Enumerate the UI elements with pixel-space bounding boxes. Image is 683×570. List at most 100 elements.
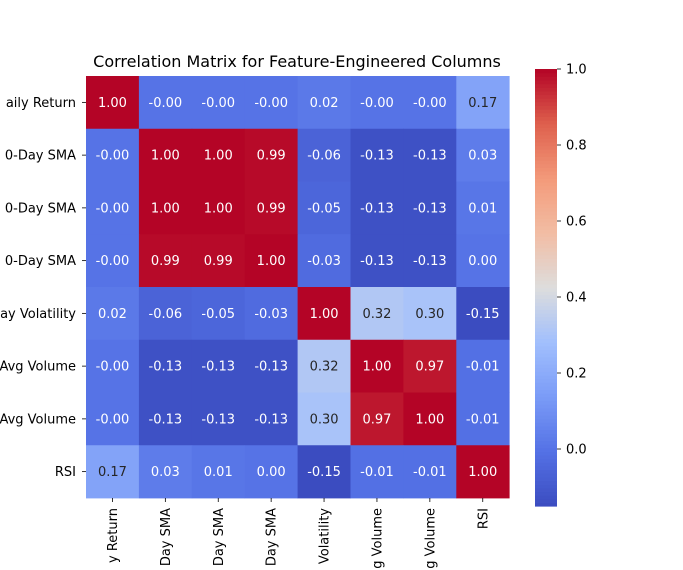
cell-annotation: -0.01 (360, 465, 394, 480)
cell-annotation: -0.00 (413, 96, 447, 111)
colorbar-segment (535, 196, 557, 201)
colorbar-segment (535, 236, 557, 241)
cell-annotation: -0.00 (96, 412, 130, 427)
heatmap-cell (456, 445, 510, 499)
colorbar-segment (535, 331, 557, 336)
colorbar-segment (535, 240, 557, 245)
colorbar-segment (535, 385, 557, 391)
cell-annotation: -0.01 (466, 412, 500, 427)
colorbar-segment (535, 462, 557, 467)
colorbar-segment (535, 429, 557, 434)
colorbar-segment (535, 440, 557, 445)
cell-annotation: 0.17 (468, 96, 497, 111)
heatmap-cell (350, 445, 404, 499)
cell-annotation: 1.00 (362, 360, 391, 375)
cell-annotation: -0.00 (96, 149, 130, 164)
cell-annotation: 0.99 (204, 254, 233, 269)
colorbar-segment (535, 342, 557, 347)
colorbar-segment (535, 360, 557, 365)
colorbar-segment (535, 498, 557, 503)
cell-annotation: -0.13 (360, 201, 394, 216)
colorbar-segment (535, 83, 557, 88)
colorbar-tick-label: 0.6 (566, 215, 587, 230)
cell-annotation: 0.00 (468, 254, 497, 269)
heatmap-cell (244, 339, 298, 393)
colorbar-segment (535, 90, 557, 96)
colorbar-segment (535, 265, 557, 270)
colorbar-segment (535, 72, 557, 77)
colorbar-segment (535, 367, 557, 372)
cell-annotation: -0.01 (413, 465, 447, 480)
heatmap-cell (86, 76, 140, 130)
cell-annotation: 0.00 (257, 465, 286, 480)
heatmap-cell (244, 128, 298, 182)
heatmap-cell (297, 445, 351, 499)
cell-annotation: -0.00 (254, 96, 288, 111)
colorbar-segment (535, 211, 557, 216)
cell-annotation: 1.00 (204, 149, 233, 164)
colorbar-segment (535, 207, 557, 212)
colorbar-segment (535, 200, 557, 205)
colorbar-segment (535, 138, 557, 143)
cell-annotation: -0.13 (201, 412, 235, 427)
colorbar-segment (535, 320, 557, 325)
heatmap-cell (138, 287, 193, 341)
colorbar-segment (535, 491, 557, 496)
x-tick-label: Day SMA (159, 508, 174, 566)
heatmap-cell (86, 287, 140, 341)
heatmap-cell (138, 445, 193, 499)
x-tick-label: RSI (476, 508, 491, 529)
colorbar-segment (535, 229, 557, 234)
cell-annotation: -0.06 (307, 149, 341, 164)
heatmap-cell (456, 392, 510, 446)
colorbar-segment (535, 294, 557, 300)
heatmap-cell (297, 181, 351, 235)
heatmap-cell (403, 76, 457, 130)
heatmap-cell (350, 339, 404, 393)
colorbar-segment (535, 473, 557, 478)
x-tick-label: Day SMA (212, 508, 227, 566)
colorbar-tick-label: 0.0 (566, 443, 587, 458)
y-tick-label: Avg Volume (0, 360, 76, 375)
cell-annotation: 0.30 (310, 412, 339, 427)
colorbar-segment (535, 414, 557, 420)
y-tick-label: RSI (55, 465, 76, 480)
colorbar-segment (535, 400, 557, 405)
colorbar-segment (535, 127, 557, 132)
heatmap-cell (244, 445, 298, 499)
colorbar-segment (535, 404, 557, 409)
colorbar-segment (535, 353, 557, 358)
heatmap-cell (191, 445, 246, 499)
heatmap-cell (403, 234, 457, 288)
cell-annotation: 0.99 (257, 201, 286, 216)
cell-annotation: 0.01 (204, 465, 233, 480)
cell-annotation: -0.15 (466, 307, 500, 322)
colorbar-tick-label: 0.4 (566, 291, 587, 306)
colorbar-segment (535, 116, 557, 121)
colorbar-segment (535, 123, 557, 128)
colorbar-segment (535, 163, 557, 168)
cell-annotation: 1.00 (98, 96, 127, 111)
colorbar-segment (535, 433, 557, 438)
colorbar-segment (535, 269, 557, 274)
heatmap-cell (244, 392, 298, 446)
heatmap-cell (297, 392, 351, 446)
cell-annotation: 0.17 (98, 465, 127, 480)
colorbar-segment (535, 422, 557, 427)
colorbar-segment (535, 302, 557, 307)
cell-annotation: -0.01 (466, 360, 500, 375)
colorbar-segment (535, 458, 557, 463)
colorbar-segment (535, 258, 557, 263)
colorbar-segment (535, 185, 557, 190)
colorbar-segment (535, 455, 557, 460)
heatmap-cell (456, 181, 510, 235)
cell-annotation: 1.00 (468, 465, 497, 480)
cell-annotation: 0.97 (415, 360, 444, 375)
colorbar-segment (535, 291, 557, 296)
colorbar-segment (535, 389, 557, 394)
cell-annotation: 1.00 (151, 149, 180, 164)
colorbar-segment (535, 189, 557, 194)
colorbar-segment (535, 76, 557, 81)
colorbar-segment (535, 338, 557, 343)
heatmap-cell (191, 287, 246, 341)
